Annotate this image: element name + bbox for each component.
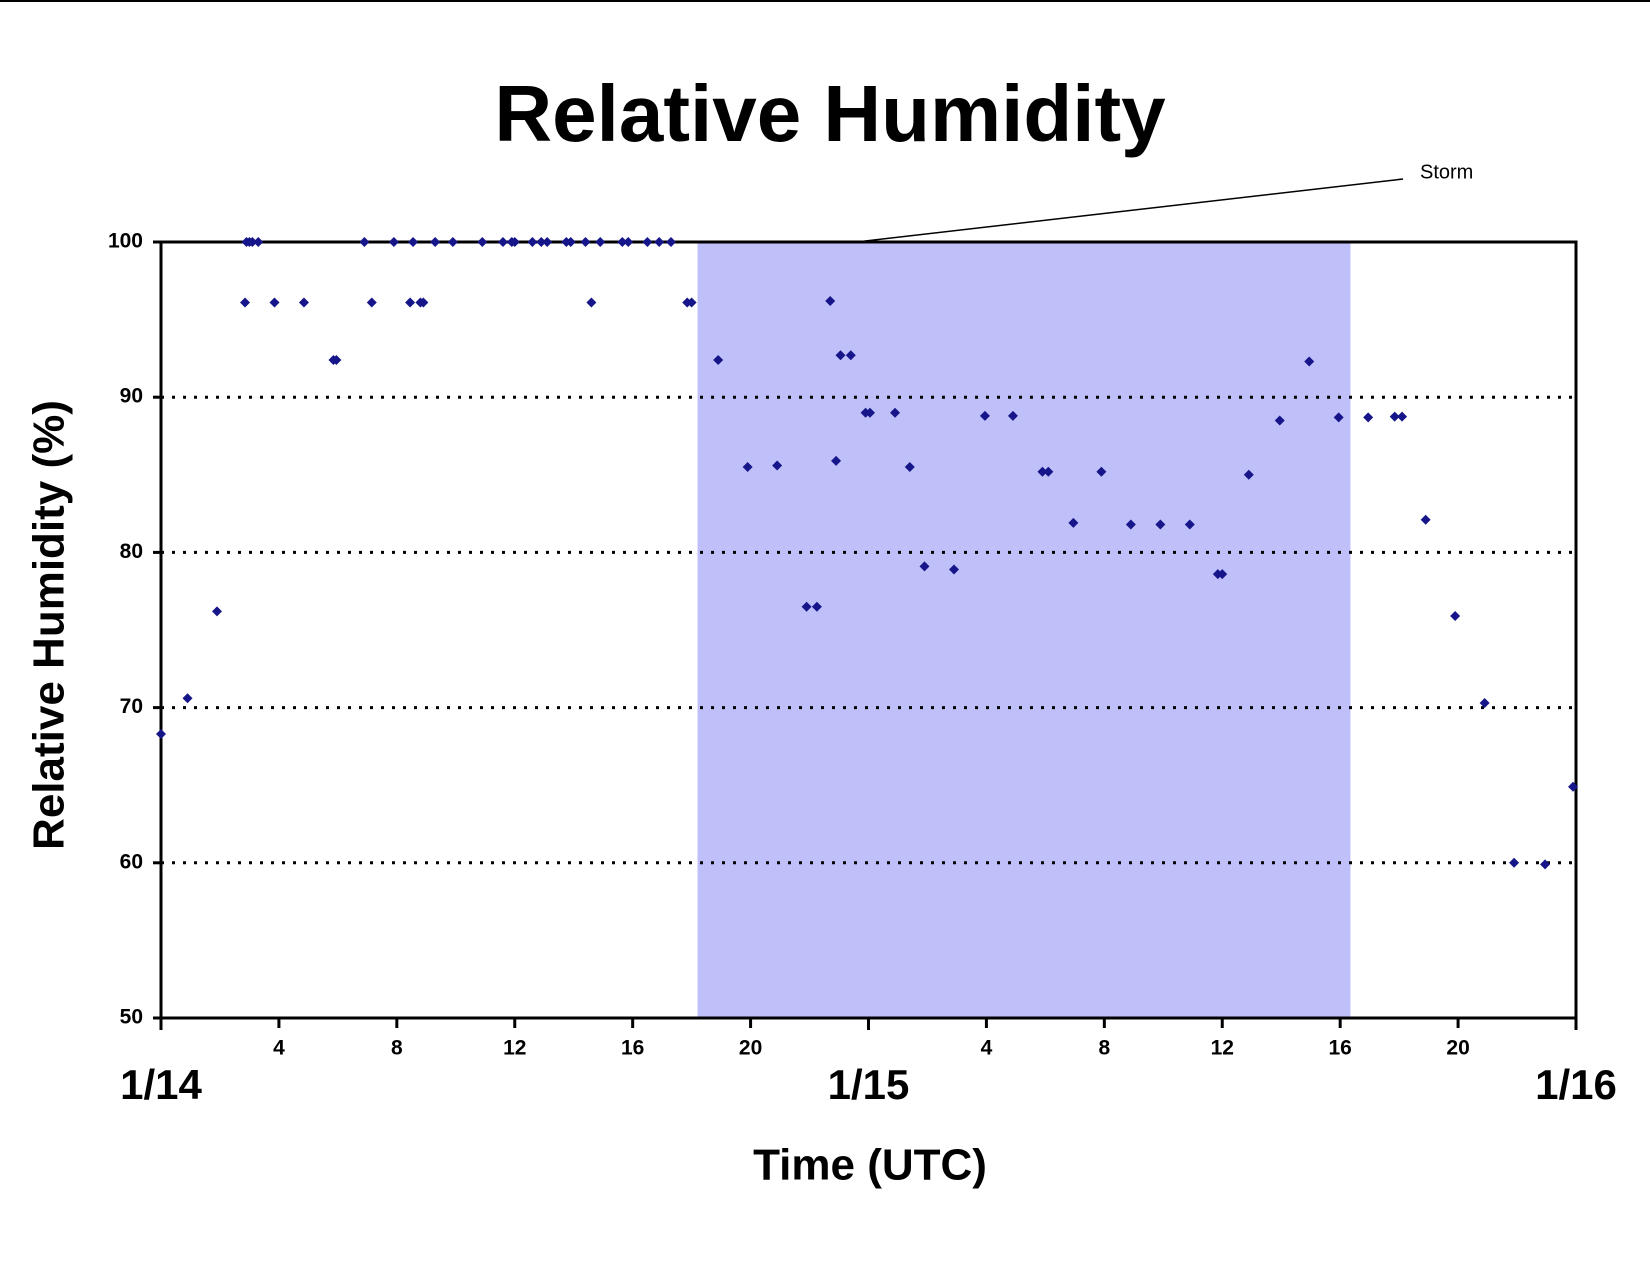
data-point [536,237,547,247]
data-point [1243,469,1254,480]
data-point [686,297,697,308]
annotation-label: Storm [1420,161,1473,183]
data-point [801,601,812,612]
data-point [864,407,875,418]
data-point [1450,611,1461,622]
data-point [904,462,915,473]
data-point [1333,412,1344,423]
data-point [359,237,370,247]
data-point [497,237,508,247]
y-tick-label: 60 [120,850,143,873]
data-point [642,237,653,247]
data-point [1125,519,1136,530]
data-point [1155,519,1166,530]
data-point [713,354,724,365]
data-point [408,237,419,247]
data-point [1540,859,1551,870]
data-point [1037,466,1048,477]
x-tick-label: 4 [981,1037,993,1060]
storm-region [697,242,1351,1018]
data-point [825,295,836,306]
y-tick-label: 100 [108,230,143,253]
data-point [477,237,488,247]
data-point [654,237,665,247]
data-point [527,237,538,247]
data-point [586,297,597,308]
data-point [772,460,783,471]
data-point [212,606,223,617]
x-tick-label: 16 [621,1037,644,1060]
data-point [182,693,193,704]
x-axis-label: Time (UTC) [753,1141,987,1190]
date-label: 1/15 [828,1061,910,1108]
chart-title: Relative Humidity [494,69,1166,158]
x-tick-label: 20 [1446,1037,1469,1060]
data-point [298,297,309,308]
data-point [665,237,676,247]
data-point [1397,411,1408,422]
data-point [1068,517,1079,528]
data-point [1184,519,1195,530]
data-point [1363,412,1374,423]
data-point [1217,569,1228,580]
data-point [1304,356,1315,367]
data-point [890,407,901,418]
data-point [742,462,753,473]
plot-frame [159,240,1578,1020]
data-point [617,237,628,247]
data-point [405,297,416,308]
data-point [447,237,458,247]
y-tick-label: 90 [120,385,143,408]
y-axis-label: Relative Humidity (%) [25,400,74,850]
date-label: 1/14 [120,1061,202,1108]
data-point [156,728,166,739]
x-tick-label: 20 [739,1037,762,1060]
data-point [1043,466,1054,477]
data-point [1389,411,1400,422]
data-point [269,297,280,308]
data-point [595,237,606,247]
data-point [418,297,429,308]
data-point [948,564,959,575]
x-tick-label: 16 [1328,1037,1351,1060]
data-point [1007,410,1018,421]
x-tick-label: 12 [503,1037,526,1060]
data-point [835,350,846,361]
date-label: 1/16 [1535,1061,1617,1108]
data-point [811,601,822,612]
y-tick-label: 70 [120,695,143,718]
y-tick-label: 50 [120,1006,143,1029]
data-point [240,297,251,308]
data-point [253,237,264,247]
annotation-line [856,178,1404,243]
data-point [580,237,591,247]
x-tick-label: 8 [1098,1037,1110,1060]
x-tick-label: 4 [273,1037,285,1060]
data-point [1096,466,1107,477]
data-point [331,354,342,365]
data-point [247,237,258,247]
data-point [565,237,576,247]
data-point [1420,514,1431,525]
x-tick-label: 12 [1211,1037,1234,1060]
y-tick-label: 80 [120,540,143,563]
data-point [845,350,856,361]
data-point [1479,697,1490,708]
data-point [1568,781,1579,792]
data-point [542,237,553,247]
data-point [623,237,634,247]
data-point [979,410,990,421]
data-point [1509,857,1520,868]
data-point [919,561,930,572]
data-point [430,237,441,247]
data-point [366,297,377,308]
data-point [509,237,520,247]
data-point [831,455,842,466]
x-tick-label: 8 [391,1037,403,1060]
data-point [388,237,399,247]
data-point [1274,415,1285,426]
